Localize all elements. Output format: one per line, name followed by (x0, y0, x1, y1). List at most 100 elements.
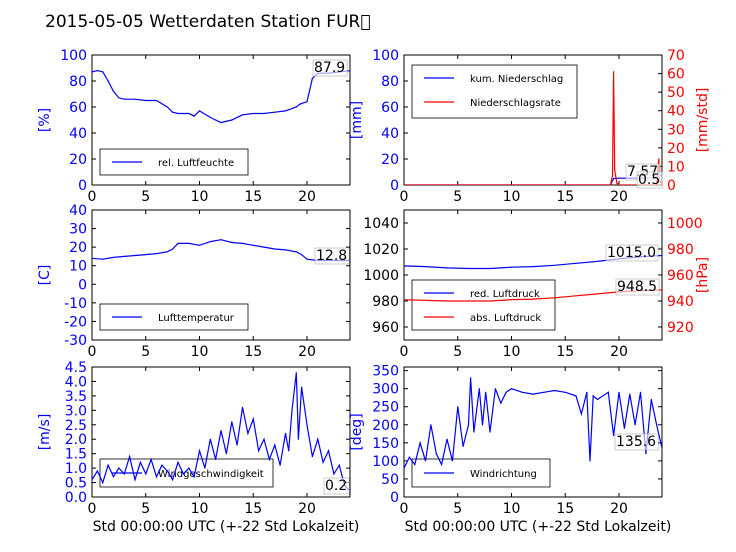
data-point (613, 435, 615, 437)
data-point (279, 464, 281, 466)
y-right-tick-label: 10 (667, 159, 685, 175)
data-point (102, 482, 104, 484)
legend-box (411, 279, 556, 331)
data-point (188, 242, 190, 244)
y-tick-label: 2.0 (65, 432, 87, 448)
data-point (241, 406, 244, 408)
data-point (404, 265, 405, 267)
data-point (634, 424, 636, 426)
y-tick-label: -10 (64, 296, 87, 312)
data-point (155, 253, 158, 255)
data-point (543, 391, 545, 393)
y-tick-label: 4.0 (65, 374, 87, 390)
data-point (145, 99, 147, 102)
x-tick-label: 5 (453, 189, 462, 205)
data-point (112, 256, 115, 258)
data-point (457, 406, 459, 408)
axes-frame (91, 209, 351, 341)
data-point (609, 184, 611, 185)
data-point (107, 80, 109, 82)
x-tick-label: 15 (244, 501, 262, 517)
data-point (96, 470, 98, 472)
data-point (291, 409, 293, 411)
series-line-windrichtung (404, 377, 662, 469)
data-point (613, 177, 615, 180)
data-point (263, 438, 265, 440)
x-tick-label: 15 (244, 189, 262, 205)
data-point (252, 112, 254, 115)
data-point (297, 438, 299, 440)
data-point (618, 391, 620, 393)
x-tick-label: 20 (610, 344, 628, 360)
data-point (451, 460, 453, 462)
y-right-tick-label: 70 (667, 48, 685, 64)
axes-frame (91, 54, 351, 186)
data-point (414, 463, 416, 466)
data-point (470, 377, 472, 379)
data-point (209, 438, 211, 440)
data-point (404, 467, 405, 469)
x-tick-label: 10 (503, 501, 521, 517)
x-axis-label: Std 00:00:00 UTC (+-22 Std Lokalzeit) (405, 519, 672, 535)
data-point (177, 112, 179, 115)
data-point (112, 476, 115, 478)
y-tick-label: 3.0 (65, 403, 87, 419)
data-point (311, 456, 313, 458)
last-value-box (314, 247, 350, 265)
x-axis-label: Std 00:00:00 UTC (+-22 Std Lokalzeit) (93, 519, 360, 535)
data-point (172, 111, 174, 113)
data-point (661, 447, 662, 449)
data-point (295, 251, 297, 253)
y-tick-label: 960 (372, 320, 399, 336)
y-right-tick-label: 980 (667, 242, 694, 258)
x-tick-label: 0 (88, 189, 97, 205)
y-tick-label: 1.5 (65, 447, 87, 463)
data-point (188, 112, 190, 115)
data-point (123, 255, 125, 257)
data-point (155, 476, 158, 478)
y-tick-label: 100 (60, 48, 87, 64)
data-point (510, 388, 513, 390)
data-point (129, 456, 131, 458)
data-point (139, 461, 141, 463)
last-value-box (323, 477, 350, 495)
y-tick-label: 20 (69, 152, 87, 168)
data-point (241, 242, 244, 244)
data-point (404, 299, 405, 301)
last-value-box (615, 278, 660, 296)
data-point (575, 295, 577, 297)
data-point (263, 112, 265, 115)
x-tick-label: 20 (298, 344, 316, 360)
legend: red. Luftdruck abs. Luftdruck (411, 279, 556, 331)
data-point (645, 453, 647, 455)
y-right-tick-label: 940 (667, 294, 694, 310)
x-tick-label: 5 (141, 189, 150, 205)
data-point (408, 456, 410, 458)
data-point (327, 450, 330, 452)
data-point (268, 458, 270, 460)
data-point (404, 184, 405, 185)
data-point (182, 473, 184, 475)
y-tick-label: 0 (390, 490, 399, 506)
data-point (532, 298, 534, 300)
data-point (467, 267, 470, 270)
data-point (510, 299, 513, 301)
last-value-box (614, 433, 659, 451)
data-point (532, 393, 534, 395)
data-point (553, 297, 556, 299)
data-point (446, 267, 448, 269)
data-point (274, 111, 276, 113)
data-point (112, 90, 115, 92)
data-point (494, 388, 496, 390)
data-point (145, 254, 147, 256)
last-value-label: 12.8 (316, 248, 347, 264)
y-axis-label: [deg] (349, 413, 365, 450)
last-value-label: 0.5 (638, 172, 660, 188)
last-value-label: 87.9 (314, 60, 345, 76)
y-tick-label: 350 (372, 364, 399, 380)
data-point (338, 464, 340, 466)
data-point (618, 177, 620, 179)
data-point (441, 463, 443, 466)
